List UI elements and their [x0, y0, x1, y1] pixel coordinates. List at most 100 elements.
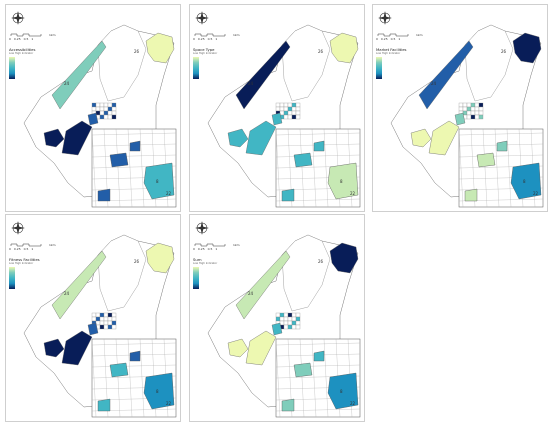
southwest-district [43, 338, 65, 358]
central-parcel [478, 102, 484, 108]
central-parcel [95, 102, 101, 108]
inset-street [458, 132, 544, 136]
central-parcel [295, 106, 301, 112]
north-arrow-icon [11, 16, 25, 20]
scale-tick-label: 0 [193, 37, 195, 41]
north-arrow-icon [195, 16, 209, 20]
inset-street [494, 128, 500, 208]
central-parcel [91, 312, 97, 318]
central-parcel [478, 114, 484, 120]
central-parcel [99, 110, 105, 116]
inset-large-parcel [327, 162, 359, 200]
scale-bar [10, 33, 42, 37]
region-number-label: 24 [64, 81, 70, 86]
central-parcel [287, 110, 293, 116]
south-district [61, 120, 93, 156]
central-parcel [111, 110, 117, 116]
west-strip-district [51, 40, 107, 110]
central-parcel [103, 324, 109, 330]
scale-unit-label: 1km [49, 243, 56, 247]
inset-street [91, 342, 177, 346]
inset-large-parcel [143, 162, 175, 200]
scale-unit-label: 1km [233, 33, 240, 37]
central-parcel [470, 106, 476, 112]
central-parcel [275, 316, 281, 322]
inset-street [275, 154, 361, 158]
central-parcel [287, 320, 293, 326]
legend-title: Market Facilities [376, 47, 407, 52]
northeast-district [329, 242, 359, 274]
map-panel: 24 26 8 22 0 0.25 0.5 1 1km Sum Low High Indicator [189, 214, 365, 422]
central-parcel [287, 114, 293, 120]
scale-tick-label: 0.25 [13, 247, 21, 251]
central-parcel [99, 324, 105, 330]
legend-subtitle: Low High Indicator [193, 52, 218, 55]
inset-parcel [129, 350, 141, 362]
legend-title: Sum [193, 257, 202, 262]
central-parcel [95, 312, 101, 318]
southwest-district [43, 128, 65, 148]
central-parcel [111, 324, 117, 330]
central-parcel [111, 102, 117, 108]
inset-parcel [281, 398, 295, 412]
legend-color-ramp [9, 57, 15, 79]
region-number-label: 24 [431, 81, 437, 86]
region-number-label: 8 [156, 179, 159, 184]
inset-street [275, 342, 361, 346]
central-parcel [279, 316, 285, 322]
central-parcel [474, 114, 480, 120]
inset-street [311, 338, 317, 418]
central-parcel [279, 106, 285, 112]
scale-tick-label: 0.25 [380, 37, 388, 41]
north-arrow-icon [11, 226, 25, 230]
inset-street [127, 128, 133, 208]
scale-tick-label: 0.5 [390, 37, 396, 41]
scale-unit-label: 1km [233, 243, 240, 247]
map-canvas: 24 26 8 22 [377, 11, 544, 208]
scale-labels: 0 0.25 0.5 1 1km [193, 33, 240, 41]
central-parcel [111, 114, 117, 120]
inset-street [299, 338, 305, 418]
central-parcel [287, 312, 293, 318]
inset-parcel [293, 152, 313, 168]
inset-street [139, 338, 145, 418]
inset-street [482, 128, 488, 208]
central-parcel [279, 110, 285, 116]
central-parcel [279, 102, 285, 108]
central-parcel [95, 110, 101, 116]
southwest-district [227, 338, 249, 358]
central-parcel [275, 106, 281, 112]
region-number-label: 8 [340, 389, 343, 394]
scale-tick-label: 0.25 [197, 37, 205, 41]
inset-street [311, 128, 317, 208]
southwest-district [227, 128, 249, 148]
inset-street [115, 128, 121, 208]
central-parcel [470, 110, 476, 116]
central-district [87, 112, 99, 126]
central-parcel [275, 102, 281, 108]
central-parcel [283, 324, 289, 330]
central-parcel [287, 316, 293, 322]
central-parcel [111, 106, 117, 112]
legend-color-ramp [376, 57, 382, 79]
west-strip-district [235, 250, 291, 320]
central-parcel [283, 320, 289, 326]
map-canvas: 24 26 8 22 [194, 221, 361, 418]
scale-tick-label: 0 [9, 37, 11, 41]
region-number-label: 22 [533, 191, 539, 196]
map-panel: 24 26 8 22 0 0.25 0.5 1 1km Market Facilities Low … [372, 4, 548, 212]
central-parcel [295, 324, 301, 330]
map-panel: 24 26 8 22 0 0.25 0.5 1 1km Accessibilities Low Hi… [5, 4, 181, 212]
central-parcel [291, 324, 297, 330]
central-parcel [287, 324, 293, 330]
legend-title: Space Type [193, 47, 215, 52]
central-parcel [295, 110, 301, 116]
scale-tick-label: 0 [9, 247, 11, 251]
scale-labels: 0 0.25 0.5 1 1km [9, 33, 56, 41]
map-panel: 24 26 8 22 0 0.25 0.5 1 1km Fitness Facilities Low… [5, 214, 181, 422]
central-parcel [295, 312, 301, 318]
central-district [271, 112, 283, 126]
region-number-label: 22 [166, 401, 172, 406]
inset-parcel [476, 152, 496, 168]
map-legend: Fitness Facilities Low High Indicator [9, 258, 69, 289]
